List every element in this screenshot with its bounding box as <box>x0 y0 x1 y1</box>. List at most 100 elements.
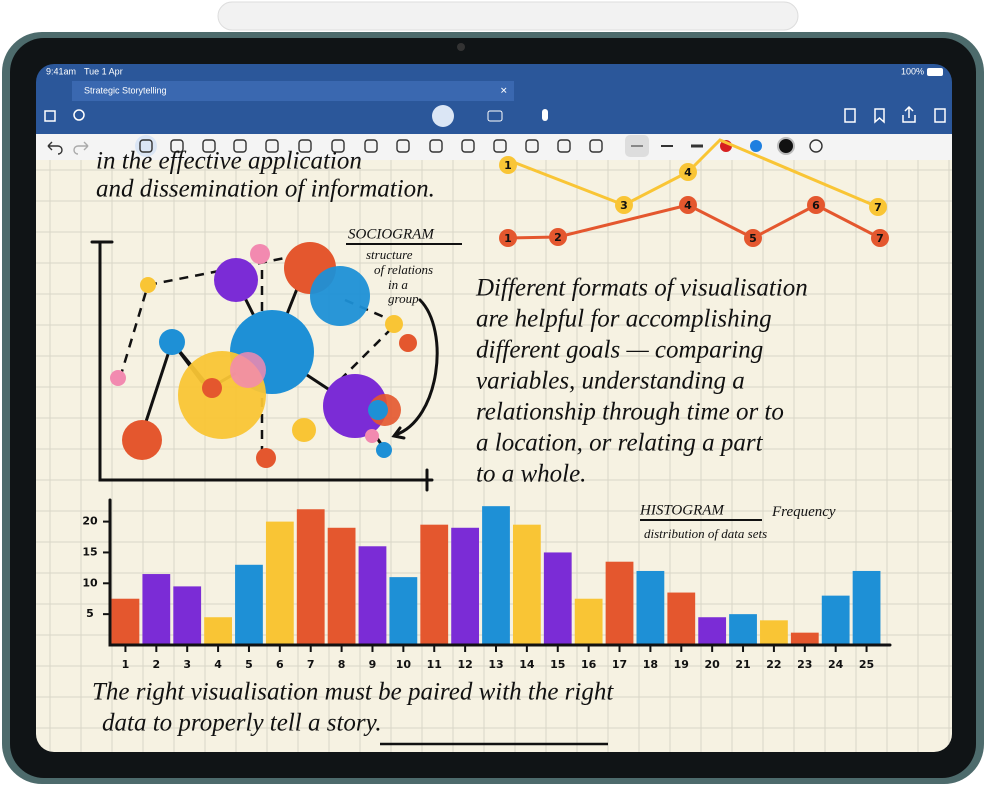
axes <box>108 498 892 647</box>
x-tick-label: 7 <box>307 658 315 671</box>
x-tick-label: 3 <box>183 658 191 671</box>
bar <box>204 617 232 645</box>
tool[interactable] <box>202 139 216 153</box>
battery: 100% <box>901 66 924 76</box>
x-tick-label: 10 <box>396 658 412 671</box>
dot-label: 7 <box>874 201 882 214</box>
caption-line: group <box>388 291 419 306</box>
bar <box>420 524 449 645</box>
bar <box>667 592 696 645</box>
caption-line: in a <box>388 277 408 292</box>
color-blue[interactable] <box>750 140 762 152</box>
tab-title[interactable]: Strategic Storytelling <box>84 85 167 95</box>
bar <box>821 595 850 645</box>
x-tick-label: 14 <box>519 658 535 671</box>
x-tick-label: 21 <box>735 658 750 671</box>
bar <box>296 509 325 645</box>
tab-close[interactable]: ✕ <box>500 85 508 95</box>
doc-button[interactable] <box>844 108 856 123</box>
draw-button[interactable] <box>432 105 454 127</box>
x-tick-label: 22 <box>766 658 781 671</box>
tool[interactable] <box>233 139 247 153</box>
undo[interactable] <box>47 141 63 155</box>
y-tick-label: 10 <box>82 576 98 589</box>
tool[interactable] <box>557 139 571 153</box>
bar <box>327 527 356 645</box>
bar <box>358 546 387 645</box>
paragraph-line: Different formats of visualisation <box>475 275 808 302</box>
bookmark-button[interactable] <box>874 108 885 124</box>
time: 9:41am <box>46 66 76 76</box>
sketch-dot <box>744 229 762 247</box>
tool[interactable] <box>170 139 184 153</box>
more-button[interactable] <box>934 108 946 123</box>
dot-label: 6 <box>812 199 820 212</box>
pencil <box>217 1 799 31</box>
x-tick-label: 5 <box>245 658 253 671</box>
tool[interactable] <box>429 139 443 153</box>
sketch-dot <box>499 229 517 247</box>
sketch-dot <box>679 196 697 214</box>
note-line: and dissemination of information. <box>96 176 435 203</box>
tool[interactable] <box>589 139 603 153</box>
sketch-dot <box>615 196 633 214</box>
x-tick-label: 13 <box>488 658 503 671</box>
tool[interactable] <box>331 139 345 153</box>
tool[interactable] <box>139 139 153 153</box>
color-picker[interactable] <box>809 139 823 153</box>
sketch-dot <box>869 198 887 216</box>
tool[interactable] <box>396 139 410 153</box>
x-tick-label: 15 <box>550 658 565 671</box>
color-black[interactable] <box>777 137 795 155</box>
search-button[interactable] <box>73 109 85 121</box>
x-tick-label: 6 <box>276 658 284 671</box>
tool[interactable] <box>461 139 475 153</box>
bar <box>760 620 788 645</box>
bar <box>729 614 757 645</box>
dot-label: 5 <box>749 232 757 245</box>
mic-button[interactable] <box>542 109 548 121</box>
bar <box>482 506 510 645</box>
y-tick-label: 5 <box>86 607 94 620</box>
bar <box>389 577 418 645</box>
tab[interactable] <box>72 81 514 101</box>
x-tick-label: 19 <box>674 658 689 671</box>
x-tick-label: 18 <box>643 658 658 671</box>
dot-label: 4 <box>684 166 692 179</box>
bar <box>605 561 634 645</box>
share-button[interactable] <box>902 105 916 123</box>
tool[interactable] <box>493 139 507 153</box>
paragraph-line: a location, or relating a part <box>476 430 764 457</box>
note-line: The right visualisation must be paired w… <box>92 679 614 706</box>
grid-button[interactable] <box>44 110 56 122</box>
tool[interactable] <box>265 139 279 153</box>
x-tick-label: 12 <box>457 658 472 671</box>
x-tick-label: 20 <box>705 658 721 671</box>
x-tick-label: 24 <box>828 658 844 671</box>
dot-label: 3 <box>620 199 628 212</box>
dot-label: 1 <box>504 159 512 172</box>
tool[interactable] <box>364 139 378 153</box>
sketch-dot <box>871 229 889 247</box>
dot-label: 7 <box>876 232 884 245</box>
x-tick-label: 16 <box>581 658 597 671</box>
paragraph-line: different goals — comparing <box>476 337 763 364</box>
tool[interactable] <box>525 139 539 153</box>
redo[interactable] <box>73 141 89 155</box>
date: Tue 1 Apr <box>84 66 123 76</box>
sketch-dot <box>807 196 825 214</box>
tool[interactable] <box>298 139 312 153</box>
x-tick-label: 9 <box>369 658 377 671</box>
x-tick-label: 17 <box>612 658 627 671</box>
bar <box>265 521 294 645</box>
paragraph-line: are helpful for accomplishing <box>476 306 772 333</box>
bar <box>636 570 665 645</box>
paragraph-line: relationship through time or to <box>476 399 784 426</box>
sociogram-title: SOCIOGRAM <box>348 226 435 242</box>
bar <box>235 564 263 645</box>
keyboard-button[interactable] <box>487 110 503 122</box>
sociogram <box>90 240 439 492</box>
x-tick-label: 1 <box>122 658 130 671</box>
